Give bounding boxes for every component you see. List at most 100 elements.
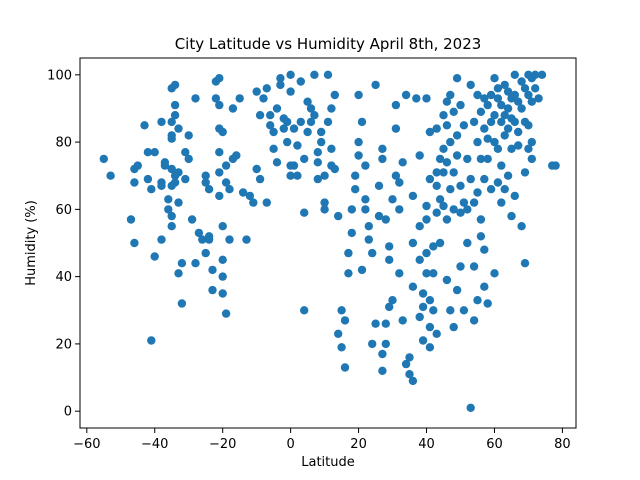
data-point: [191, 94, 200, 103]
data-point: [167, 164, 176, 174]
y-tick-label: 80: [55, 136, 72, 151]
data-point: [157, 181, 166, 190]
data-point: [357, 265, 367, 275]
data-point: [446, 90, 455, 100]
data-point: [286, 70, 295, 80]
data-point: [354, 137, 363, 147]
data-point: [262, 84, 271, 93]
data-point: [459, 121, 469, 130]
data-point: [507, 211, 516, 221]
data-point: [429, 306, 438, 315]
data-point: [157, 235, 166, 244]
data-point: [364, 222, 373, 231]
data-point: [466, 403, 475, 412]
data-point: [306, 117, 316, 127]
data-point: [452, 131, 462, 140]
data-point: [238, 188, 248, 197]
data-point: [514, 97, 523, 106]
data-point: [181, 148, 190, 157]
data-point: [371, 319, 380, 328]
data-point: [334, 329, 343, 338]
data-point: [469, 316, 479, 325]
data-point: [527, 154, 536, 164]
data-point: [408, 376, 418, 386]
data-point: [483, 100, 492, 110]
data-point: [435, 195, 445, 204]
data-point: [486, 117, 496, 127]
data-point: [337, 343, 346, 352]
data-point: [473, 296, 482, 305]
data-point: [340, 316, 350, 325]
data-point: [313, 174, 322, 184]
data-point: [174, 168, 183, 177]
data-point: [442, 97, 452, 106]
data-point: [435, 238, 445, 248]
data-point: [514, 141, 523, 150]
data-points: [99, 70, 560, 412]
data-point: [429, 242, 438, 251]
data-point: [259, 94, 268, 103]
x-axis-label: Latitude: [301, 455, 355, 470]
data-point: [215, 148, 224, 157]
data-point: [296, 77, 305, 86]
data-point: [323, 70, 333, 80]
data-point: [490, 269, 499, 278]
data-point: [490, 111, 499, 120]
data-point: [167, 222, 176, 231]
data-point: [432, 208, 441, 217]
data-point: [415, 151, 424, 160]
y-axis-label: Humidity (%): [24, 200, 39, 286]
data-point: [463, 154, 472, 164]
data-point: [493, 84, 503, 93]
x-tick-label: 60: [486, 437, 503, 452]
data-point: [388, 195, 397, 204]
data-point: [503, 87, 513, 96]
data-point: [147, 185, 156, 194]
data-point: [381, 319, 390, 328]
data-point: [255, 111, 265, 120]
data-point: [391, 171, 401, 180]
data-point: [517, 222, 526, 231]
data-point: [289, 124, 299, 133]
data-point: [347, 228, 356, 238]
data-point: [493, 178, 503, 187]
data-point: [187, 215, 197, 224]
plot-area-frame: [79, 57, 577, 429]
data-point: [320, 205, 329, 214]
data-point: [422, 215, 431, 224]
data-point: [191, 259, 200, 268]
data-point: [170, 80, 180, 90]
data-point: [520, 168, 530, 177]
data-point: [391, 124, 401, 133]
data-point: [306, 104, 316, 113]
data-point: [317, 127, 326, 137]
data-point: [425, 174, 435, 184]
data-point: [327, 104, 336, 113]
data-point: [418, 302, 428, 312]
data-point: [327, 144, 336, 153]
data-point: [476, 107, 486, 117]
y-tick-label: 20: [55, 337, 72, 352]
x-tick-label: 0: [286, 437, 294, 452]
data-point: [347, 205, 356, 214]
data-point: [551, 161, 560, 170]
data-point: [408, 238, 418, 248]
data-point: [425, 127, 435, 137]
data-point: [486, 90, 496, 100]
data-point: [160, 158, 170, 167]
data-point: [272, 104, 282, 113]
data-point: [374, 211, 384, 221]
data-point: [531, 84, 540, 93]
data-point: [510, 117, 519, 127]
data-point: [174, 198, 183, 207]
data-point: [439, 201, 448, 211]
data-point: [351, 171, 360, 180]
data-point: [473, 137, 482, 147]
data-point: [425, 343, 435, 352]
data-point: [503, 171, 513, 180]
data-point: [354, 151, 363, 160]
data-point: [300, 208, 309, 217]
data-point: [398, 316, 407, 325]
data-point: [456, 208, 465, 217]
data-point: [218, 272, 227, 281]
